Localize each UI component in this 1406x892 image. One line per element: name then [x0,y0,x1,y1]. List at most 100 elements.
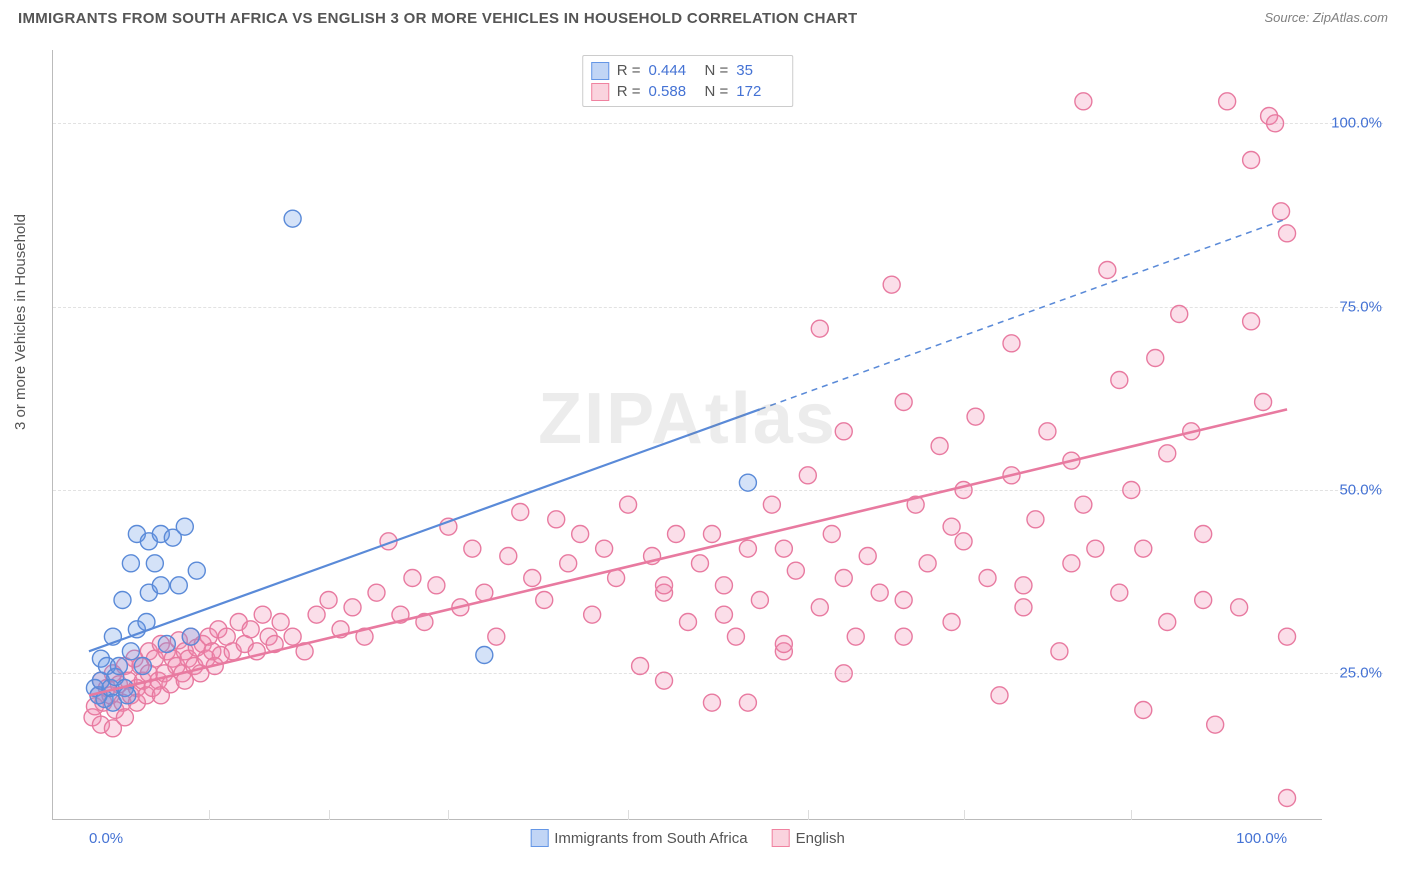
scatter-svg [53,50,1323,820]
legend-item: English [772,829,845,847]
data-point [1243,152,1260,169]
data-point [1159,445,1176,462]
data-point [146,555,163,572]
data-point [871,584,888,601]
legend-label: Immigrants from South Africa [554,830,747,847]
data-point [308,606,325,623]
n-label: N = [705,81,729,102]
data-point [464,540,481,557]
data-point [883,276,900,293]
data-point [1039,423,1056,440]
data-point [500,548,517,565]
swatch-pink [772,829,790,847]
data-point [1075,496,1092,513]
data-point [811,320,828,337]
data-point [524,570,541,587]
data-point [620,496,637,513]
r-value: 0.444 [649,60,697,81]
data-point [114,592,131,609]
data-point [763,496,780,513]
legend-label: English [796,830,845,847]
data-point [823,526,840,543]
stats-legend-row: R = 0.444 N = 35 [591,60,785,81]
y-tick-label: 75.0% [1324,298,1382,315]
data-point [116,709,133,726]
data-point [1195,526,1212,543]
data-point [943,518,960,535]
data-point [1027,511,1044,528]
data-point [176,518,193,535]
data-point [1147,350,1164,367]
data-point [584,606,601,623]
data-point [158,636,175,653]
trend-line [89,409,1287,695]
data-point [967,408,984,425]
data-point [979,570,996,587]
data-point [284,210,301,227]
swatch-pink [591,83,609,101]
data-point [943,614,960,631]
data-point [775,540,792,557]
data-point [320,592,337,609]
data-point [536,592,553,609]
data-point [656,672,673,689]
data-point [991,687,1008,704]
data-point [680,614,697,631]
swatch-blue [591,62,609,80]
data-point [859,548,876,565]
data-point [799,467,816,484]
data-point [284,628,301,645]
data-point [1231,599,1248,616]
y-tick-label: 50.0% [1324,482,1382,499]
data-point [919,555,936,572]
data-point [1087,540,1104,557]
data-point [739,474,756,491]
data-point [1111,584,1128,601]
data-point [955,533,972,550]
n-value: 172 [736,81,784,102]
data-point [110,658,127,675]
series-legend: Immigrants from South Africa English [530,829,845,847]
y-tick-label: 100.0% [1324,115,1382,132]
data-point [572,526,589,543]
data-point [691,555,708,572]
data-point [182,628,199,645]
stats-legend-row: R = 0.588 N = 172 [591,81,785,102]
data-point [727,628,744,645]
data-point [1135,702,1152,719]
data-point [170,577,187,594]
data-point [847,628,864,645]
data-point [428,577,445,594]
data-point [1243,313,1260,330]
r-value: 0.588 [649,81,697,102]
data-point [1159,614,1176,631]
data-point [775,636,792,653]
data-point [1207,716,1224,733]
data-point [119,687,136,704]
plot-region: ZIPAtlas R = 0.444 N = 35 R = 0.588 N = … [52,50,1322,820]
y-tick-label: 25.0% [1324,665,1382,682]
r-label: R = [617,60,641,81]
r-label: R = [617,81,641,102]
data-point [895,394,912,411]
data-point [254,606,271,623]
data-point [122,643,139,660]
data-point [751,592,768,609]
y-axis-label: 3 or more Vehicles in Household [12,214,29,430]
data-point [1279,225,1296,242]
data-point [152,577,169,594]
trend-line-extrapolated [760,219,1287,410]
data-point [242,621,259,638]
data-point [1267,115,1284,132]
data-point [368,584,385,601]
source-attribution: Source: ZipAtlas.com [1264,10,1388,25]
data-point [703,694,720,711]
data-point [739,694,756,711]
data-point [272,614,289,631]
data-point [344,599,361,616]
data-point [560,555,577,572]
x-tick-label: 100.0% [1236,830,1287,847]
n-label: N = [705,60,729,81]
data-point [596,540,613,557]
chart-area: ZIPAtlas R = 0.444 N = 35 R = 0.588 N = … [52,50,1382,820]
